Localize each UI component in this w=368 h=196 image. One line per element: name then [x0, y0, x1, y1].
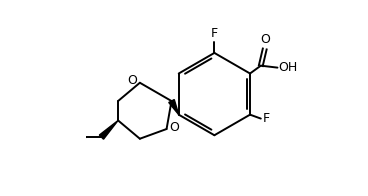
Text: F: F [263, 112, 270, 125]
Text: O: O [170, 121, 179, 133]
Polygon shape [169, 100, 179, 115]
Text: O: O [260, 33, 270, 46]
Text: O: O [127, 74, 137, 87]
Polygon shape [99, 121, 118, 139]
Text: F: F [211, 27, 218, 40]
Text: OH: OH [279, 61, 298, 74]
